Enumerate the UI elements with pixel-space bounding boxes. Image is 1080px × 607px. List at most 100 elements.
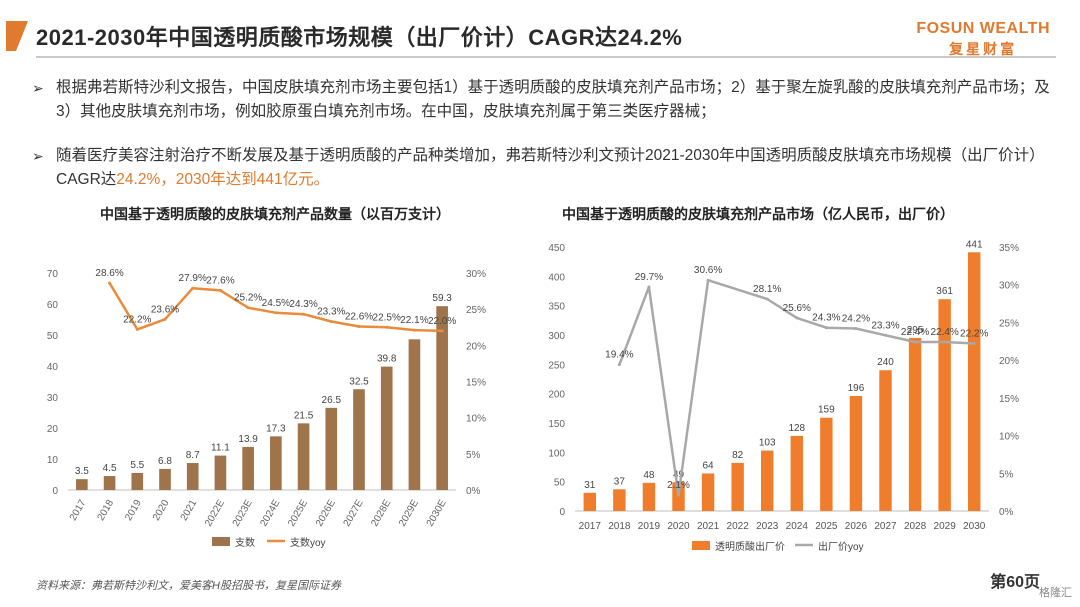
bar [701,473,715,511]
title-accent-bar [6,21,28,51]
x-tick-label: 2029 [934,521,957,532]
bar [131,472,144,490]
y-left-tick-label: 300 [548,331,565,342]
bar-data-label: 128 [788,423,805,434]
yoy-data-label: 28.1% [753,284,781,295]
bar-data-label: 48 [643,470,655,481]
bullet-1-text: 根据弗若斯特沙利文报告，中国皮肤填充剂市场主要包括1）基于透明质酸的皮肤填充剂产… [56,79,1050,120]
yoy-data-label: 29.7% [635,272,663,283]
yoy-data-label: 27.9% [179,273,207,284]
bar [908,337,922,511]
bar [879,370,892,511]
yoy-point [218,288,222,292]
x-tick-label: 2020 [667,521,690,532]
yoy-point [440,329,444,333]
x-tick-label: 2029E [397,498,421,529]
yoy-point [647,285,651,289]
yoy-data-label: 22.2% [123,314,151,325]
y-left-tick-label: 40 [47,362,59,373]
source-note: 资料来源：弗若斯特沙利文，爱美客H股招股书，复星国际证券 [36,580,341,592]
bullet-1: ➢ 根据弗若斯特沙利文报告，中国皮肤填充剂市场主要包括1）基于透明质酸的皮肤填充… [32,76,1056,124]
legend-bar-swatch [692,541,710,550]
y-right-tick-label: 20% [999,356,1019,367]
yoy-line [618,278,975,497]
x-tick-label: 2022E [203,498,227,529]
bar-data-label: 11.1 [211,443,230,454]
yoy-data-label: 2.1% [667,480,690,491]
x-tick-label: 2017 [68,498,89,523]
bar [820,417,833,511]
bar-data-label: 5.5 [130,460,144,471]
y-right-tick-label: 0% [999,507,1014,518]
y-left-tick-label: 0 [559,507,565,518]
yoy-point [884,333,887,337]
y-right-tick-label: 20% [466,341,486,352]
y-right-tick-label: 15% [999,394,1019,405]
x-tick-label: 2018 [96,498,117,523]
x-tick-label: 2021 [697,521,720,532]
bar-data-label: 13.9 [238,434,258,445]
x-tick-label: 2028E [369,498,393,529]
bullet-2: ➢ 随着医疗美容注射治疗不断发展及基于透明质酸的产品种类增加，弗若斯特沙利文预计… [32,144,1056,192]
bar-data-label: 26.5 [322,395,342,406]
x-tick-label: 2021 [179,498,200,523]
yoy-point [972,342,976,346]
bullet-2-highlight: 24.2%，2030年达到441亿元。 [116,171,330,188]
x-tick-label: 2019 [123,498,144,523]
bar-data-label: 240 [877,357,894,368]
bar-data-label: 8.7 [186,450,200,461]
bar [583,492,596,511]
bar-data-label: 49 [673,469,685,480]
x-tick-label: 2025 [815,521,838,532]
brand-name-cn: 复星财富 [949,41,1018,57]
x-tick-label: 2028 [904,521,927,532]
bar [353,389,365,490]
bullet-arrow-icon: ➢ [32,80,44,96]
x-tick-label: 2026 [845,521,868,532]
legend-bar-label: 支数 [235,536,255,549]
yoy-data-label: 24.3% [812,313,840,324]
page-title: 2021-2030年中国透明质酸市场规模（出厂价计）CAGR达24.2% [36,25,683,50]
bar-data-label: 196 [848,383,865,394]
yoy-point [108,281,112,285]
x-tick-label: 2018 [608,521,631,532]
y-left-tick-label: 0 [52,486,58,497]
watermark: 格隆汇 [1039,587,1072,599]
bar [938,299,951,511]
x-tick-label: 2020 [151,498,172,523]
yoy-data-label: 24.5% [262,298,290,309]
y-left-tick-label: 30 [47,393,59,404]
y-right-tick-label: 25% [466,305,486,316]
bar [849,396,863,511]
yoy-data-label: 19.4% [605,350,633,361]
x-tick-label: 2024E [258,498,282,529]
yoy-data-label: 24.3% [289,299,317,310]
yoy-point [617,363,621,367]
yoy-data-label: 23.3% [871,320,899,331]
legend-line-label: 支数yoy [290,536,326,549]
chart-title: 中国基于透明质酸的皮肤填充剂产品数量（以百万支计） [100,206,450,222]
yoy-point [135,327,139,331]
y-right-tick-label: 30% [999,281,1019,292]
yoy-point [274,311,278,315]
bar-data-label: 21.5 [294,410,314,421]
bar-data-label: 159 [818,405,835,416]
x-tick-label: 2023E [231,498,255,529]
chart-product-volume: 中国基于透明质酸的皮肤填充剂产品数量（以百万支计） 0 10 20 30 40 50 60 70… [47,206,486,549]
yoy-point [163,317,167,321]
y-right-tick-label: 15% [466,378,486,389]
bar-data-label: 361 [936,286,953,297]
y-right-tick-label: 30% [466,269,486,280]
bar-data-label: 103 [759,438,776,449]
bar-data-label: 295 [907,325,924,336]
y-left-tick-label: 50 [554,478,566,489]
bar [325,407,338,490]
bar [436,306,448,490]
y-left-tick-label: 10 [47,455,59,466]
x-tick-label: 2022 [727,521,750,532]
yoy-data-label: 24.2% [842,313,870,324]
yoy-data-label: 30.6% [694,265,722,276]
yoy-point [943,340,947,344]
y-left-tick-label: 150 [548,419,565,430]
y-left-tick-label: 400 [548,272,565,283]
